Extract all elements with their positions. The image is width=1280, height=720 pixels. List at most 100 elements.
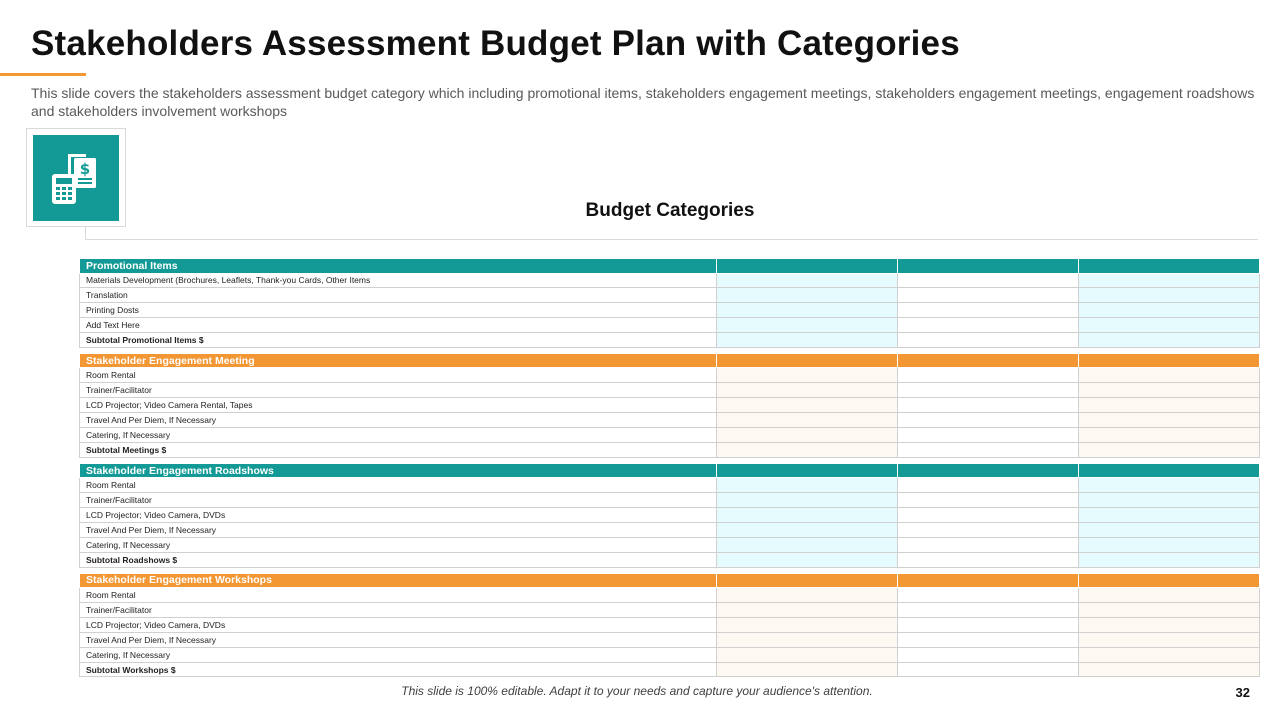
group-header-cell[interactable] [1078,352,1260,369]
item-label[interactable]: Materials Development (Brochures, Leafle… [79,272,717,289]
value-cell[interactable] [897,602,1079,618]
group-header-cell[interactable] [1078,462,1260,479]
group-header-cell[interactable] [897,462,1079,479]
value-cell[interactable] [1078,412,1260,429]
value-cell[interactable] [716,521,898,538]
group-header-label[interactable]: Stakeholder Engagement Roadshows [79,462,717,479]
item-label[interactable]: Catering, If Necessary [79,646,717,663]
item-label[interactable]: Room Rental [79,367,717,384]
value-cell[interactable] [716,507,898,523]
subtotal-label[interactable]: Subtotal Workshops $ [79,661,717,678]
value-cell[interactable] [1078,427,1260,443]
value-cell[interactable] [897,661,1079,678]
value-cell[interactable] [1078,382,1260,399]
value-cell[interactable] [897,646,1079,663]
group-header-cell[interactable] [1078,572,1260,589]
item-label[interactable]: Travel And Per Diem, If Necessary [79,631,717,648]
value-cell[interactable] [716,287,898,304]
value-cell[interactable] [1078,631,1260,648]
value-cell[interactable] [716,646,898,663]
group-header-cell[interactable] [897,572,1079,589]
value-cell[interactable] [897,287,1079,304]
item-label[interactable]: Catering, If Necessary [79,536,717,553]
item-label[interactable]: Travel And Per Diem, If Necessary [79,412,717,429]
group-header-cell[interactable] [1078,258,1260,274]
value-cell[interactable] [897,616,1079,633]
value-cell[interactable] [1078,507,1260,523]
item-label[interactable]: Add Text Here [79,317,717,334]
value-cell[interactable] [1078,287,1260,304]
item-label[interactable]: Catering, If Necessary [79,427,717,443]
group-header-cell[interactable] [897,258,1079,274]
value-cell[interactable] [1078,477,1260,494]
item-label[interactable]: Translation [79,287,717,304]
value-cell[interactable] [1078,602,1260,618]
value-cell[interactable] [1078,272,1260,289]
value-cell[interactable] [897,332,1079,348]
value-cell[interactable] [1078,441,1260,458]
group-header-cell[interactable] [897,352,1079,369]
value-cell[interactable] [897,536,1079,553]
value-cell[interactable] [897,631,1079,648]
group-header-cell[interactable] [716,258,898,274]
value-cell[interactable] [716,412,898,429]
value-cell[interactable] [716,551,898,568]
value-cell[interactable] [897,397,1079,414]
value-cell[interactable] [897,382,1079,399]
value-cell[interactable] [716,492,898,509]
group-header-label[interactable]: Stakeholder Engagement Meeting [79,352,717,369]
group-header-cell[interactable] [716,572,898,589]
item-label[interactable]: Room Rental [79,477,717,494]
value-cell[interactable] [716,317,898,334]
value-cell[interactable] [897,507,1079,523]
value-cell[interactable] [1078,521,1260,538]
value-cell[interactable] [716,661,898,678]
value-cell[interactable] [1078,397,1260,414]
value-cell[interactable] [716,302,898,319]
value-cell[interactable] [897,302,1079,319]
value-cell[interactable] [716,441,898,458]
subtotal-label[interactable]: Subtotal Roadshows $ [79,551,717,568]
value-cell[interactable] [716,427,898,443]
subtotal-label[interactable]: Subtotal Promotional Items $ [79,332,717,348]
value-cell[interactable] [1078,332,1260,348]
value-cell[interactable] [1078,367,1260,384]
value-cell[interactable] [897,492,1079,509]
item-label[interactable]: Printing Dosts [79,302,717,319]
value-cell[interactable] [897,551,1079,568]
value-cell[interactable] [716,602,898,618]
value-cell[interactable] [716,616,898,633]
value-cell[interactable] [716,397,898,414]
value-cell[interactable] [897,317,1079,334]
item-label[interactable]: LCD Projector; Video Camera Rental, Tape… [79,397,717,414]
value-cell[interactable] [1078,536,1260,553]
group-header-cell[interactable] [716,352,898,369]
item-label[interactable]: Trainer/Facilitator [79,492,717,509]
value-cell[interactable] [1078,646,1260,663]
value-cell[interactable] [716,536,898,553]
value-cell[interactable] [716,587,898,604]
value-cell[interactable] [1078,587,1260,604]
group-header-label[interactable]: Promotional Items [79,258,717,274]
value-cell[interactable] [716,382,898,399]
value-cell[interactable] [897,441,1079,458]
value-cell[interactable] [1078,661,1260,678]
item-label[interactable]: Travel And Per Diem, If Necessary [79,521,717,538]
value-cell[interactable] [897,272,1079,289]
value-cell[interactable] [897,427,1079,443]
value-cell[interactable] [716,631,898,648]
value-cell[interactable] [716,272,898,289]
item-label[interactable]: Trainer/Facilitator [79,382,717,399]
item-label[interactable]: LCD Projector; Video Camera, DVDs [79,616,717,633]
item-label[interactable]: LCD Projector; Video Camera, DVDs [79,507,717,523]
subtotal-label[interactable]: Subtotal Meetings $ [79,441,717,458]
group-header-label[interactable]: Stakeholder Engagement Workshops [79,572,717,589]
value-cell[interactable] [897,412,1079,429]
value-cell[interactable] [1078,302,1260,319]
value-cell[interactable] [897,367,1079,384]
value-cell[interactable] [716,367,898,384]
item-label[interactable]: Room Rental [79,587,717,604]
value-cell[interactable] [1078,616,1260,633]
value-cell[interactable] [897,521,1079,538]
value-cell[interactable] [1078,317,1260,334]
